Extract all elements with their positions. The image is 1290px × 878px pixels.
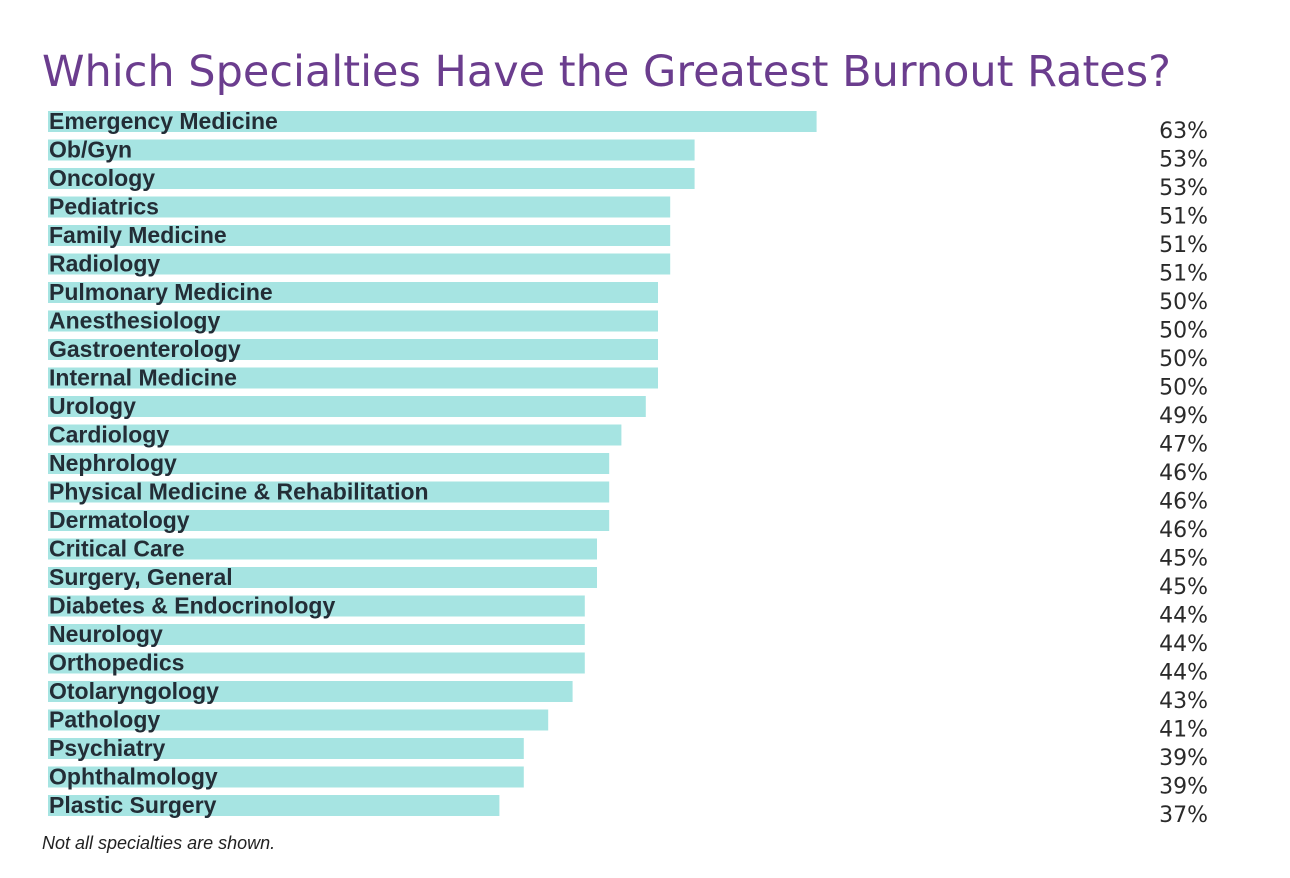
bar bbox=[48, 139, 695, 161]
chart-title: Which Specialties Have the Greatest Burn… bbox=[42, 47, 1171, 97]
bar bbox=[48, 652, 585, 674]
value-label: 41% bbox=[1159, 718, 1208, 743]
bar bbox=[48, 310, 658, 332]
category-label: Plastic Surgery bbox=[49, 792, 217, 818]
value-label: 44% bbox=[1159, 632, 1208, 657]
bar bbox=[48, 424, 622, 446]
value-label: 39% bbox=[1159, 775, 1208, 800]
bar bbox=[48, 253, 671, 275]
category-label: Cardiology bbox=[49, 422, 169, 448]
value-label: 45% bbox=[1159, 547, 1208, 572]
bar bbox=[48, 510, 610, 531]
value-label: 47% bbox=[1159, 433, 1208, 458]
value-label: 51% bbox=[1159, 205, 1208, 230]
category-label: Oncology bbox=[49, 165, 155, 191]
value-label: 44% bbox=[1159, 604, 1208, 629]
category-label: Orthopedics bbox=[49, 650, 184, 676]
bar bbox=[48, 111, 817, 132]
category-label: Nephrology bbox=[49, 450, 177, 476]
bar bbox=[48, 624, 585, 645]
category-label: Urology bbox=[49, 393, 136, 419]
bar bbox=[48, 538, 597, 560]
value-label: 51% bbox=[1159, 233, 1208, 258]
category-label: Anesthesiology bbox=[49, 308, 220, 334]
value-label: 46% bbox=[1159, 490, 1208, 515]
bar bbox=[48, 709, 549, 731]
bar bbox=[48, 795, 500, 816]
bar bbox=[48, 168, 695, 189]
value-label: 50% bbox=[1159, 347, 1208, 372]
category-label: Otolaryngology bbox=[49, 678, 219, 704]
value-label: 53% bbox=[1159, 148, 1208, 173]
bar bbox=[48, 453, 610, 474]
value-label: 46% bbox=[1159, 518, 1208, 543]
category-label: Ophthalmology bbox=[49, 764, 218, 790]
category-label: Dermatology bbox=[49, 507, 190, 533]
value-label: 39% bbox=[1159, 746, 1208, 771]
bar bbox=[48, 339, 658, 360]
bar bbox=[48, 225, 671, 246]
bar bbox=[48, 481, 610, 503]
category-label: Gastroenterology bbox=[49, 336, 241, 362]
value-label: 46% bbox=[1159, 461, 1208, 486]
value-label: 44% bbox=[1159, 661, 1208, 686]
value-label: 50% bbox=[1159, 376, 1208, 401]
category-label: Pathology bbox=[49, 707, 160, 733]
value-label: 63% bbox=[1159, 119, 1208, 144]
bar bbox=[48, 681, 573, 702]
bar bbox=[48, 567, 597, 588]
category-label: Diabetes & Endocrinology bbox=[49, 593, 335, 619]
category-label: Surgery, General bbox=[49, 564, 233, 590]
bar bbox=[48, 282, 658, 303]
category-label: Emergency Medicine bbox=[49, 108, 278, 134]
value-label: 51% bbox=[1159, 262, 1208, 287]
category-label: Pulmonary Medicine bbox=[49, 279, 273, 305]
value-label: 49% bbox=[1159, 404, 1208, 429]
value-label: 50% bbox=[1159, 319, 1208, 344]
bar bbox=[48, 367, 658, 389]
bar bbox=[48, 595, 585, 617]
value-label: 37% bbox=[1159, 803, 1208, 828]
value-label: 43% bbox=[1159, 689, 1208, 714]
value-label: 45% bbox=[1159, 575, 1208, 600]
category-label: Family Medicine bbox=[49, 222, 227, 248]
footnote: Not all specialties are shown. bbox=[42, 833, 276, 853]
category-label: Radiology bbox=[49, 251, 160, 277]
bar bbox=[48, 738, 524, 759]
bar bbox=[48, 196, 671, 218]
category-label: Pediatrics bbox=[49, 194, 159, 220]
value-label: 50% bbox=[1159, 290, 1208, 315]
bar bbox=[48, 766, 524, 788]
category-label: Critical Care bbox=[49, 536, 185, 562]
category-label: Ob/Gyn bbox=[49, 137, 132, 163]
value-label: 53% bbox=[1159, 176, 1208, 201]
category-label: Psychiatry bbox=[49, 735, 166, 761]
category-label: Physical Medicine & Rehabilitation bbox=[49, 479, 429, 505]
bar bbox=[48, 396, 646, 417]
category-label: Internal Medicine bbox=[49, 365, 237, 391]
category-label: Neurology bbox=[49, 621, 163, 647]
